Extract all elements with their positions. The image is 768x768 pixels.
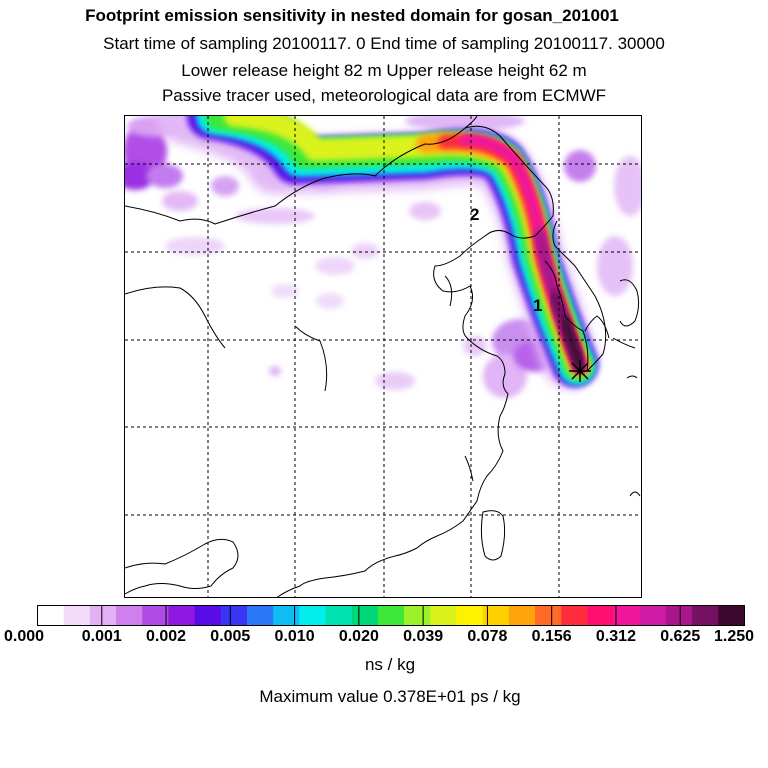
colorbar-tick-labels: 0.000 0.001 0.002 0.005 0.010 0.020 0.039 0.078… — [0, 628, 768, 650]
receptor-star-icon — [569, 360, 591, 382]
release-height-line: Lower release height 82 m Upper release … — [181, 61, 587, 80]
colorbar-cell — [273, 605, 300, 626]
colorbar-cell — [718, 605, 745, 626]
colorbar-cell — [692, 605, 719, 626]
colorbar-cell — [639, 605, 667, 626]
plot-title: Footprint emission sensitivity in nested… — [85, 6, 619, 25]
emission-plume — [157, 116, 598, 389]
footprint-map: 2 1 — [124, 115, 642, 598]
colorbar-cell — [246, 605, 274, 626]
sampling-time-line: Start time of sampling 20100117. 0 End t… — [103, 34, 665, 53]
colorbar-cell — [63, 605, 91, 626]
colorbar-cell — [665, 605, 693, 626]
map-canvas: 2 1 — [125, 116, 641, 597]
colorbar-cell — [168, 605, 196, 626]
colorbar-tick-label: 0.000 — [3, 628, 45, 645]
colorbar-cell — [37, 605, 65, 626]
colorbar-cell — [482, 605, 510, 626]
colorbar-tick-label: 1.250 — [713, 628, 755, 645]
colorbar-cell — [116, 605, 143, 626]
maximum-value-label: Maximum value 0.378E+01 ps / kg — [259, 687, 521, 706]
colorbar-cell — [561, 605, 588, 626]
colorbar-tick-label: 0.005 — [210, 628, 251, 645]
colorbar-tick-label: 0.039 — [403, 628, 444, 645]
colorbar-cell — [587, 605, 615, 626]
colorbar-tick-label: 0.010 — [274, 628, 315, 645]
colorbar — [37, 605, 745, 626]
colorbar-tick-label: 0.002 — [146, 628, 187, 645]
colorbar-tick-label: 0.020 — [338, 628, 379, 645]
colorbar-cell — [430, 605, 457, 626]
lat-lon-grid — [125, 116, 641, 597]
colorbar-tick-label: 0.078 — [467, 628, 508, 645]
colorbar-cell — [351, 605, 379, 626]
colorbar-cell — [89, 605, 117, 626]
colorbar-tick-label: 0.625 — [660, 628, 701, 645]
colorbar-unit: ns / kg — [364, 655, 416, 674]
colorbar-cell — [299, 605, 327, 626]
map-label-1: 1 — [533, 296, 542, 315]
colorbar-cell — [613, 605, 641, 626]
colorbar-cell — [142, 605, 169, 626]
colorbar-cell — [404, 605, 431, 626]
colorbar-tick-label: 0.156 — [531, 628, 572, 645]
colorbar-tick-label: 0.001 — [81, 628, 122, 645]
colorbar-cell — [508, 605, 536, 626]
tracer-info-line: Passive tracer used, meteorological data… — [161, 86, 607, 105]
map-label-2: 2 — [470, 205, 479, 224]
colorbar-cell — [325, 605, 353, 626]
coastlines — [125, 116, 641, 597]
colorbar-tick-label: 0.312 — [595, 628, 636, 645]
colorbar-cell — [456, 605, 484, 626]
colorbar-cell — [194, 605, 222, 626]
colorbar-cell — [535, 605, 562, 626]
colorbar-cell — [377, 605, 405, 626]
colorbar-cell — [220, 605, 248, 626]
